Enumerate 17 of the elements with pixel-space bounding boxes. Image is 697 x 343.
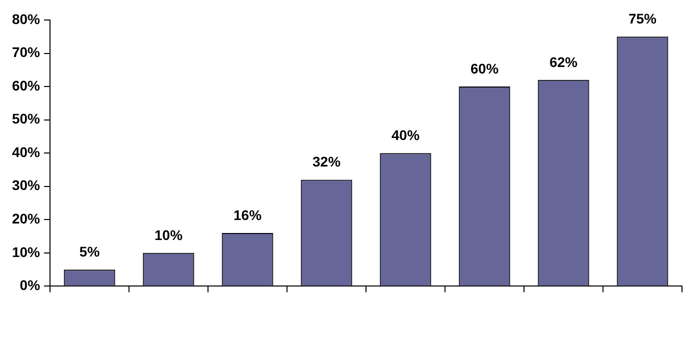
data-label: 60% — [470, 60, 500, 76]
y-tick-label: 20% — [12, 210, 41, 227]
data-label: 16% — [234, 206, 262, 223]
data-label: 5% — [79, 243, 100, 260]
data-label: 40% — [391, 126, 420, 143]
data-label: 32% — [312, 154, 342, 170]
y-tick-label: 60% — [12, 77, 41, 94]
y-tick-label: 10% — [12, 244, 41, 260]
y-tick-label: 70% — [12, 44, 41, 60]
y-tick-label: 40% — [12, 144, 41, 160]
y-tick-label: 50% — [12, 110, 41, 127]
data-label: 75% — [628, 10, 658, 26]
y-tick-label: 30% — [12, 177, 41, 194]
y-tick-label: 0% — [20, 277, 41, 294]
y-tick-label: 80% — [12, 10, 41, 27]
data-label: 10% — [154, 226, 184, 243]
data-label: 62% — [549, 54, 578, 70]
